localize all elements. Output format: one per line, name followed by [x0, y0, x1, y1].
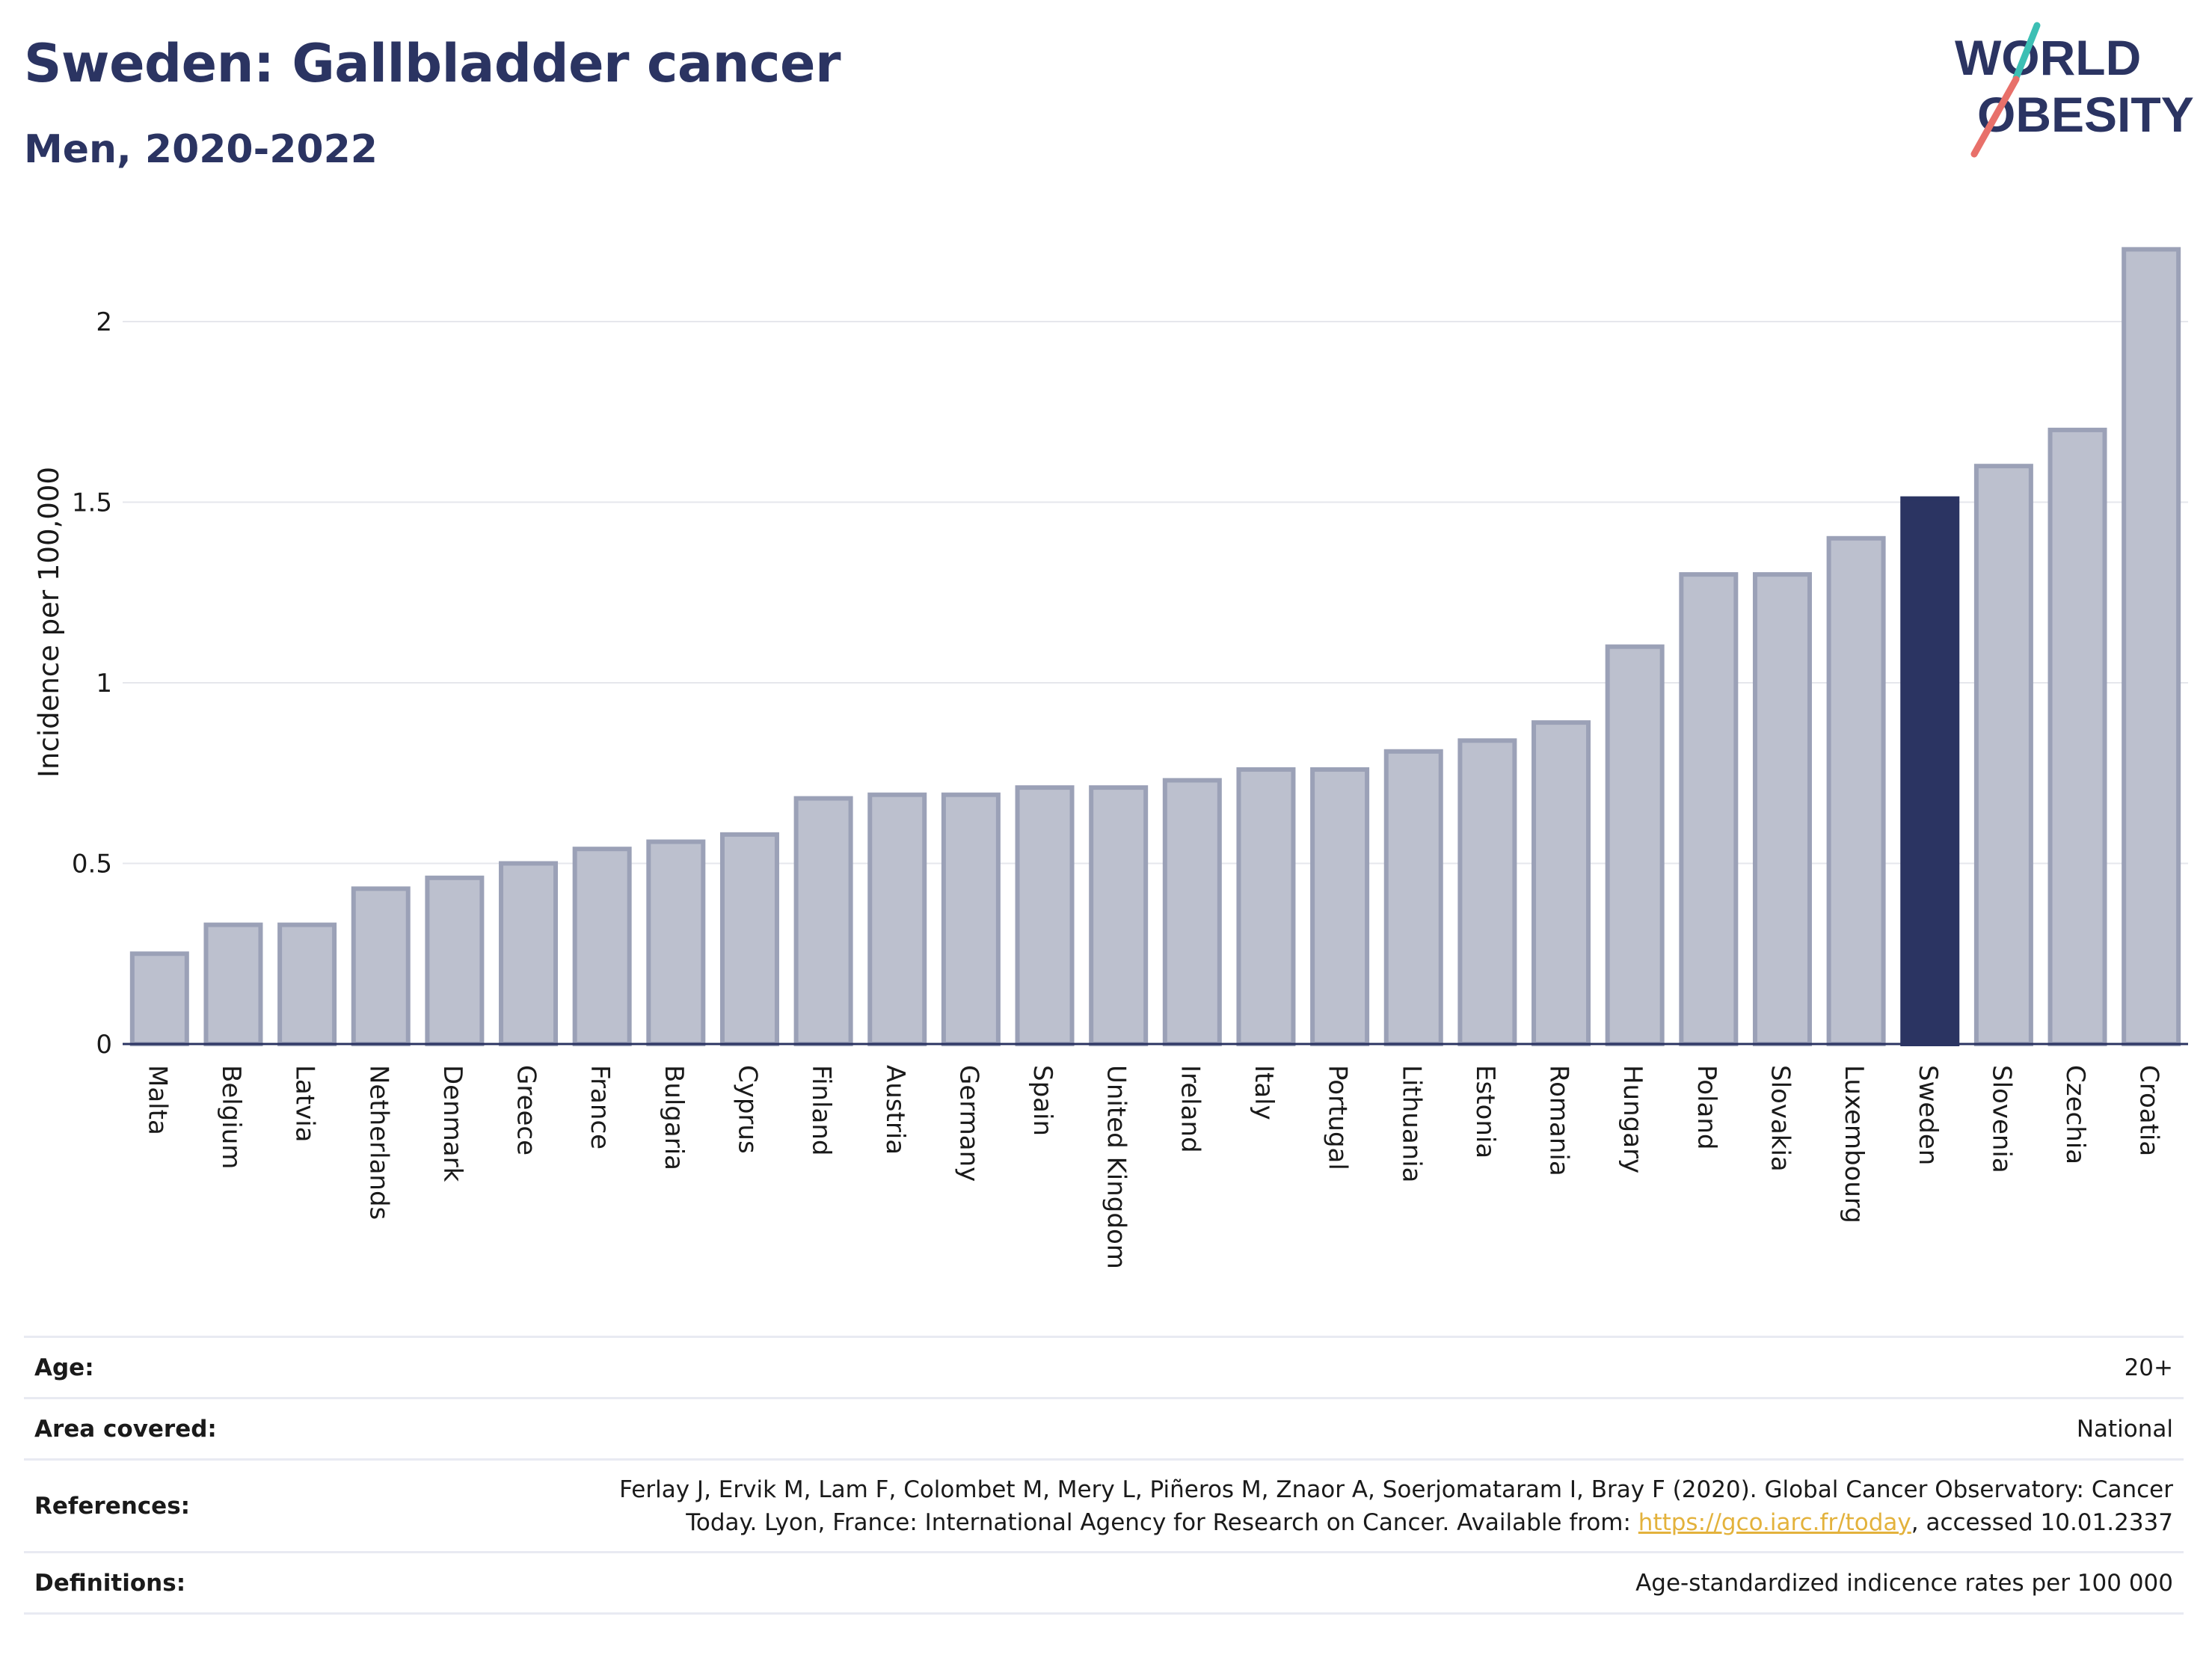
bar-france [572, 847, 632, 1047]
chart-subtitle: Men, 2020-2022 [24, 127, 378, 172]
bar-hungary [1605, 644, 1665, 1046]
x-tick-label: Luxembourg [1839, 1065, 1869, 1223]
y-tick-label: 0 [96, 1030, 112, 1060]
x-tick-label: Poland [1692, 1065, 1721, 1150]
reference-text-accessed: , accessed 10.01.2337 [1911, 1508, 2173, 1536]
chart-metadata-table: Age: 20+ Area covered: National Referenc… [24, 1336, 2184, 1615]
meta-row-definitions: Definitions: Age-standardized indicence … [24, 1552, 2184, 1614]
chart-title: Sweden: Gallbladder cancer [24, 33, 841, 94]
meta-value-area: National [2076, 1415, 2173, 1443]
x-tick-label: Slovakia [1765, 1065, 1795, 1172]
logo-text-obesity: OBESITY [1977, 87, 2194, 142]
x-tick-label: Finland [806, 1065, 836, 1156]
bar-lithuania [1383, 749, 1443, 1047]
bars [129, 247, 2181, 1047]
x-tick-label: Malta [142, 1065, 172, 1135]
meta-label-references: References: [34, 1492, 191, 1520]
bar-germany [941, 792, 1001, 1046]
x-tick-label: Belgium [216, 1065, 246, 1169]
bar-poland [1679, 572, 1739, 1046]
y-axis-label: Incidence per 100,000 [33, 467, 65, 778]
x-tick-label: Netherlands [363, 1065, 393, 1220]
logo-text-world: WORLD [1955, 30, 2141, 85]
x-tick-labels: Malta Belgium Latvia Netherlands Denmark Gree… [142, 1065, 2163, 1269]
logo-slash-coral [1970, 76, 2020, 158]
bar-slovenia [1973, 464, 2033, 1046]
bar-slovakia [1752, 572, 1812, 1046]
reference-link[interactable]: https://gco.iarc.fr/today [1638, 1508, 1911, 1536]
meta-label-area: Area covered: [34, 1415, 217, 1443]
x-tick-label: Estonia [1470, 1065, 1500, 1158]
bar-netherlands [351, 886, 411, 1047]
logo-slash-teal [2012, 22, 2041, 82]
x-tick-label: Germany [953, 1065, 983, 1182]
x-tick-label: Croatia [2134, 1065, 2164, 1156]
bar-finland [793, 796, 853, 1047]
reference-text-line2: Today. Lyon, France: International Agenc… [686, 1508, 1638, 1536]
y-tick-labels: 0 0.5 1 1.5 2 [72, 307, 112, 1060]
y-tick-label: 2 [96, 307, 112, 337]
bar-greece [499, 861, 559, 1046]
x-tick-label: Sweden [1913, 1065, 1943, 1165]
reference-text-line1: Ferlay J, Ervik M, Lam F, Colombet M, Me… [619, 1476, 2173, 1503]
bar-austria [867, 792, 927, 1046]
meta-value-definitions: Age-standardized indicence rates per 100… [1635, 1569, 2173, 1597]
x-tick-label: Slovenia [1986, 1065, 2016, 1173]
x-tick-label: Austria [880, 1065, 910, 1155]
x-tick-label: Italy [1249, 1065, 1279, 1120]
x-tick-label: Ireland [1175, 1065, 1205, 1153]
bar-bulgaria [646, 839, 706, 1047]
meta-value-references: Ferlay J, Ervik M, Lam F, Colombet M, Me… [344, 1460, 2184, 1553]
bar-spain [1015, 785, 1075, 1046]
x-tick-label: Czechia [2060, 1065, 2090, 1164]
bar-denmark [425, 875, 485, 1046]
y-tick-label: 1 [96, 669, 112, 698]
bar-estonia [1457, 738, 1517, 1047]
bar-cyprus [719, 832, 779, 1046]
bar-luxembourg [1826, 535, 1886, 1046]
meta-row-age: Age: 20+ [24, 1336, 2184, 1398]
x-tick-label: Spain [1027, 1065, 1057, 1136]
y-tick-label: 0.5 [72, 850, 112, 879]
bar-sweden [1900, 496, 1960, 1046]
x-tick-label: Latvia [290, 1065, 320, 1143]
meta-row-area: Area covered: National [24, 1398, 2184, 1460]
x-tick-label: Romania [1544, 1065, 1574, 1176]
bar-latvia [277, 922, 337, 1046]
x-tick-label: France [585, 1065, 615, 1149]
bar-italy [1236, 767, 1296, 1047]
meta-label-definitions: Definitions: [34, 1569, 186, 1597]
x-tick-label: Lithuania [1396, 1065, 1426, 1182]
world-obesity-logo: WORLD OBESITY [1955, 22, 2194, 158]
x-tick-label: Hungary [1617, 1065, 1647, 1173]
bar-portugal [1310, 767, 1370, 1047]
bar-united-kingdom [1089, 785, 1149, 1046]
x-tick-label: Greece [511, 1065, 541, 1155]
bar-croatia [2122, 247, 2181, 1046]
bar-malta [129, 951, 189, 1046]
y-tick-label: 1.5 [72, 488, 112, 518]
meta-value-age: 20+ [2124, 1354, 2173, 1381]
x-tick-label: Cyprus [732, 1065, 762, 1154]
bar-ireland [1162, 778, 1222, 1047]
bar-romania [1531, 720, 1591, 1046]
bar-czechia [2047, 427, 2107, 1046]
meta-label-age: Age: [34, 1354, 94, 1381]
x-tick-label: United Kingdom [1102, 1065, 1131, 1269]
x-tick-label: Denmark [437, 1065, 467, 1182]
bar-chart: 0 0.5 1 1.5 2 Malta Belgium Latvia Netherlands D… [33, 247, 2188, 1269]
x-tick-label: Bulgaria [659, 1065, 689, 1170]
x-tick-label: Portugal [1323, 1065, 1353, 1170]
bar-belgium [203, 922, 263, 1046]
meta-row-references: References: Ferlay J, Ervik M, Lam F, Co… [24, 1459, 2184, 1553]
